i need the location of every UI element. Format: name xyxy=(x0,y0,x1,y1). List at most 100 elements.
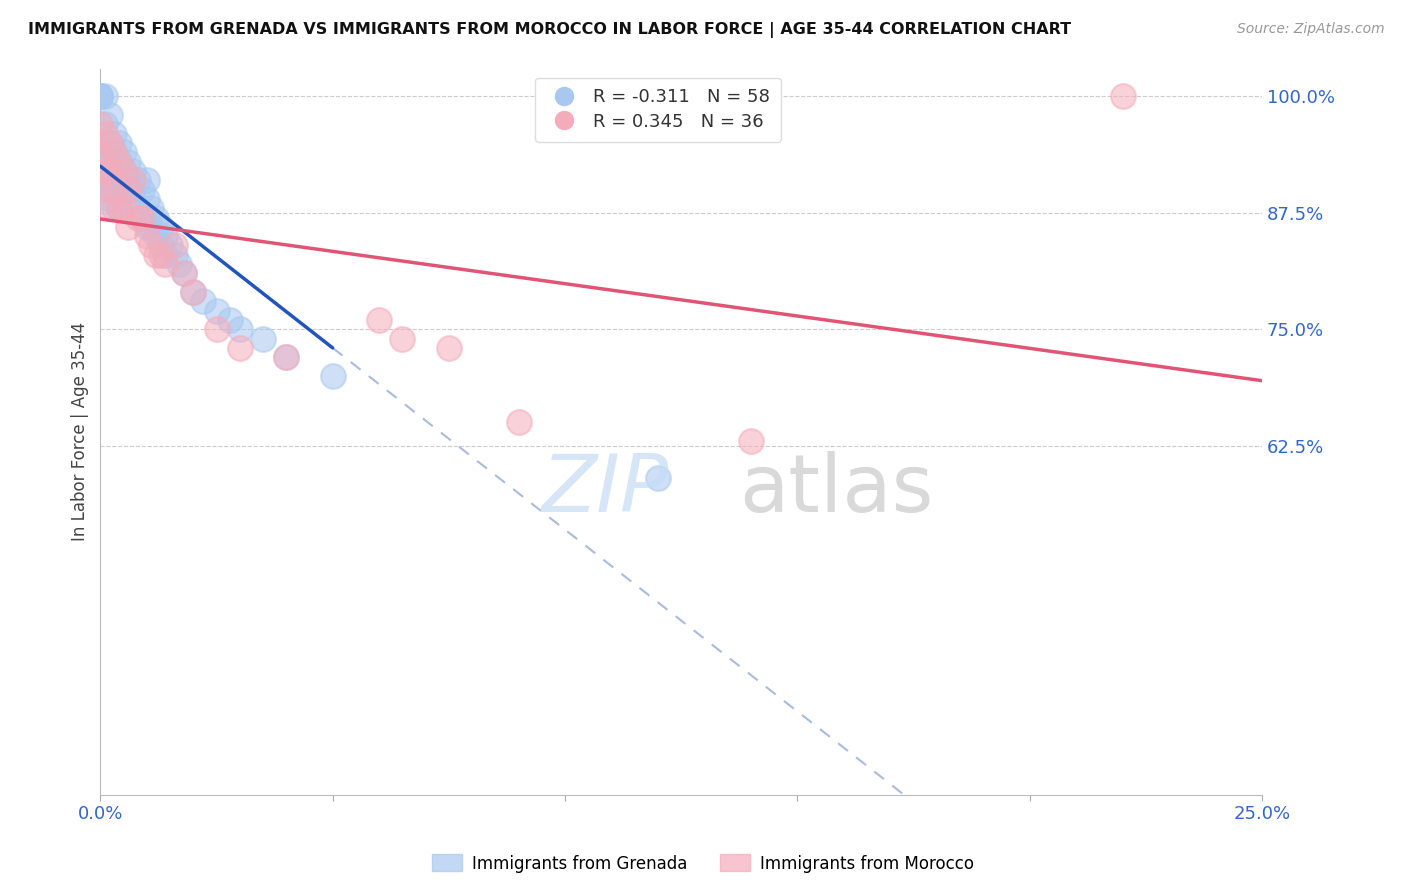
Point xyxy=(229,341,252,355)
Point xyxy=(205,303,228,318)
Point xyxy=(173,267,195,281)
Point xyxy=(252,332,274,346)
Point xyxy=(103,183,125,197)
Point xyxy=(181,285,204,299)
Point xyxy=(173,267,195,281)
Point xyxy=(94,117,117,131)
Point xyxy=(112,201,135,215)
Text: Source: ZipAtlas.com: Source: ZipAtlas.com xyxy=(1237,22,1385,37)
Point xyxy=(98,136,121,150)
Point xyxy=(141,201,163,215)
Point xyxy=(145,211,167,225)
Point xyxy=(103,183,125,197)
Point xyxy=(108,154,131,169)
Point xyxy=(141,219,163,234)
Point xyxy=(103,145,125,160)
Point xyxy=(98,183,121,197)
Point xyxy=(508,416,530,430)
Point xyxy=(117,219,139,234)
Point xyxy=(89,145,111,160)
Point xyxy=(127,173,149,187)
Legend: R = -0.311   N = 58, R = 0.345   N = 36: R = -0.311 N = 58, R = 0.345 N = 36 xyxy=(536,78,780,142)
Point xyxy=(98,108,121,122)
Point xyxy=(135,229,157,244)
Y-axis label: In Labor Force | Age 35-44: In Labor Force | Age 35-44 xyxy=(72,322,89,541)
Point xyxy=(94,127,117,141)
Point xyxy=(149,219,172,234)
Point xyxy=(103,145,125,160)
Point xyxy=(135,173,157,187)
Point xyxy=(117,183,139,197)
Point xyxy=(219,313,242,327)
Point xyxy=(149,238,172,252)
Point xyxy=(98,164,121,178)
Point xyxy=(103,127,125,141)
Point xyxy=(122,164,145,178)
Point xyxy=(391,332,413,346)
Point xyxy=(127,201,149,215)
Point xyxy=(89,89,111,103)
Point xyxy=(191,294,214,309)
Point xyxy=(141,238,163,252)
Point xyxy=(1111,89,1133,103)
Point xyxy=(108,173,131,187)
Point xyxy=(108,154,131,169)
Point xyxy=(89,117,111,131)
Point xyxy=(155,257,177,271)
Point xyxy=(117,192,139,206)
Point xyxy=(103,164,125,178)
Point xyxy=(437,341,460,355)
Point xyxy=(131,211,153,225)
Point xyxy=(108,201,131,215)
Point xyxy=(122,173,145,187)
Point xyxy=(94,89,117,103)
Point xyxy=(149,248,172,262)
Point xyxy=(112,145,135,160)
Point xyxy=(181,285,204,299)
Point xyxy=(740,434,762,449)
Point xyxy=(131,183,153,197)
Point xyxy=(155,248,177,262)
Text: ZIP: ZIP xyxy=(541,451,669,529)
Point xyxy=(205,322,228,336)
Point xyxy=(98,154,121,169)
Point xyxy=(135,219,157,234)
Point xyxy=(276,351,298,365)
Point xyxy=(368,313,391,327)
Legend: Immigrants from Grenada, Immigrants from Morocco: Immigrants from Grenada, Immigrants from… xyxy=(425,847,981,880)
Point xyxy=(169,257,191,271)
Point xyxy=(112,183,135,197)
Point xyxy=(117,154,139,169)
Point xyxy=(103,201,125,215)
Point xyxy=(163,238,186,252)
Point xyxy=(112,164,135,178)
Point xyxy=(131,211,153,225)
Point xyxy=(94,164,117,178)
Point xyxy=(163,248,186,262)
Point xyxy=(89,183,111,197)
Point xyxy=(112,164,135,178)
Point xyxy=(159,238,181,252)
Point xyxy=(98,201,121,215)
Point xyxy=(145,229,167,244)
Point xyxy=(94,154,117,169)
Point xyxy=(117,173,139,187)
Point xyxy=(98,136,121,150)
Point xyxy=(108,201,131,215)
Point xyxy=(322,368,344,383)
Text: atlas: atlas xyxy=(740,451,934,529)
Point xyxy=(145,248,167,262)
Point xyxy=(647,471,669,485)
Point xyxy=(98,173,121,187)
Point xyxy=(135,192,157,206)
Point xyxy=(89,89,111,103)
Point xyxy=(229,322,252,336)
Point xyxy=(127,211,149,225)
Point xyxy=(94,136,117,150)
Point xyxy=(155,229,177,244)
Point xyxy=(122,183,145,197)
Point xyxy=(108,136,131,150)
Point xyxy=(276,351,298,365)
Point xyxy=(98,192,121,206)
Point xyxy=(89,89,111,103)
